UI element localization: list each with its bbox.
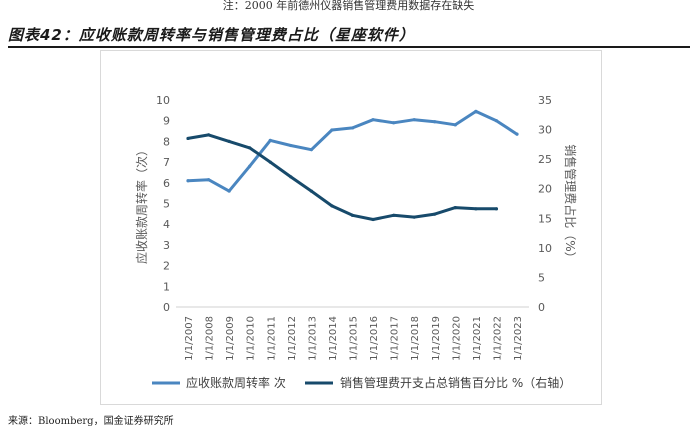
data-point-series-2 xyxy=(494,207,499,211)
y-tick-right: 0 xyxy=(538,301,545,314)
source-note: 来源：Bloomberg，国金证券研究所 xyxy=(8,416,174,427)
data-point-series-1 xyxy=(371,118,375,122)
y-tick-right: 10 xyxy=(538,242,552,255)
data-point-series-2 xyxy=(392,213,396,217)
y-tick-left: 1 xyxy=(163,280,170,293)
data-point-series-2 xyxy=(289,175,293,179)
data-point-series-2 xyxy=(227,139,231,143)
x-tick-label: 1/1/2013 xyxy=(307,316,318,361)
x-tick-label: 1/1/2016 xyxy=(369,316,380,361)
y-tick-left: 0 xyxy=(163,301,170,314)
left-axis-ticks: 0 1 2 3 4 5 6 7 8 9 10 xyxy=(156,94,170,314)
data-point-series-2 xyxy=(206,133,211,137)
y-tick-right: 25 xyxy=(538,153,552,166)
data-point-series-2 xyxy=(433,212,437,216)
data-point-series-1 xyxy=(268,138,272,142)
data-point-series-2 xyxy=(474,207,478,211)
data-point-series-1 xyxy=(248,164,252,168)
series-line-2 xyxy=(186,133,498,221)
data-point-series-1 xyxy=(433,120,437,124)
data-point-series-1 xyxy=(289,143,293,148)
y-tick-left: 9 xyxy=(163,115,170,128)
legend-label-1: 应收账款周转率 次 xyxy=(186,375,286,390)
x-tick-label: 1/1/2019 xyxy=(431,316,442,361)
chart-frame xyxy=(100,50,602,405)
data-point-series-1 xyxy=(330,128,334,132)
data-point-series-1 xyxy=(453,123,457,127)
y-tick-left: 10 xyxy=(156,94,170,107)
x-tick-label: 1/1/2020 xyxy=(451,316,462,361)
data-point-series-1 xyxy=(350,126,355,130)
y-tick-left: 8 xyxy=(163,135,170,148)
figure-title: 图表42：应收账款周转率与销售管理费占比（星座软件） xyxy=(8,26,415,44)
x-tick-label: 1/1/2008 xyxy=(205,316,216,361)
x-tick-label: 1/1/2023 xyxy=(513,316,524,361)
data-point-series-1 xyxy=(186,179,190,183)
y-tick-left: 3 xyxy=(163,239,170,252)
x-tick-label: 1/1/2007 xyxy=(184,316,195,361)
legend-label-2: 销售管理费开支占总销售百分比 %（右轴） xyxy=(340,375,571,390)
y-axis-label-left: 应收账款周转率（次） xyxy=(134,144,149,264)
series-line-1 xyxy=(186,109,519,193)
x-tick-label: 1/1/2022 xyxy=(492,316,503,361)
y-tick-left: 5 xyxy=(163,198,170,211)
data-point-series-1 xyxy=(474,109,478,113)
x-tick-label: 1/1/2015 xyxy=(349,316,360,361)
y-tick-right: 5 xyxy=(538,271,545,284)
y-tick-left: 2 xyxy=(163,260,170,273)
data-point-series-2 xyxy=(268,160,272,164)
header-note: 注：2000 年前德州仪器销售管理费用数据存在缺失 xyxy=(222,0,475,12)
data-point-series-2 xyxy=(453,206,457,210)
data-point-series-1 xyxy=(206,178,211,182)
data-point-series-2 xyxy=(371,217,375,222)
y-tick-left: 6 xyxy=(163,177,170,190)
x-axis-ticks: 1/1/2007 1/1/2008 1/1/2009 1/1/2010 1/1/2011… xyxy=(184,316,524,361)
data-point-series-1 xyxy=(309,148,313,152)
y-tick-right: 30 xyxy=(538,124,552,137)
data-point-series-1 xyxy=(515,132,519,136)
y-tick-right: 15 xyxy=(538,212,552,225)
data-point-series-2 xyxy=(309,189,313,193)
data-point-series-2 xyxy=(350,213,355,217)
y-tick-right: 20 xyxy=(538,183,552,196)
data-point-series-1 xyxy=(494,119,499,123)
data-point-series-1 xyxy=(227,189,231,193)
data-point-series-2 xyxy=(412,215,416,219)
x-tick-label: 1/1/2010 xyxy=(246,316,257,361)
series-points xyxy=(186,109,519,222)
y-axis-label-right: 销售管理费占比（%） xyxy=(563,144,578,263)
title-divider xyxy=(8,46,690,48)
x-tick-label: 1/1/2014 xyxy=(328,316,339,361)
y-tick-left: 7 xyxy=(163,156,170,169)
data-point-series-2 xyxy=(330,204,334,208)
x-tick-label: 1/1/2018 xyxy=(410,316,421,361)
y-tick-right: 35 xyxy=(538,94,552,107)
right-axis-ticks: 0 5 10 15 20 25 30 35 xyxy=(538,94,552,314)
data-point-series-2 xyxy=(248,146,252,150)
y-tick-left: 4 xyxy=(163,218,170,231)
x-tick-label: 1/1/2021 xyxy=(472,316,483,361)
data-point-series-1 xyxy=(392,121,396,125)
x-tick-label: 1/1/2009 xyxy=(225,316,236,361)
x-tick-label: 1/1/2017 xyxy=(390,316,401,361)
data-point-series-1 xyxy=(412,118,416,122)
data-point-series-2 xyxy=(186,136,190,141)
x-tick-label: 1/1/2011 xyxy=(266,316,277,361)
chart-legend: 应收账款周转率 次 销售管理费开支占总销售百分比 %（右轴） xyxy=(152,375,571,390)
x-tick-label: 1/1/2012 xyxy=(287,316,298,361)
